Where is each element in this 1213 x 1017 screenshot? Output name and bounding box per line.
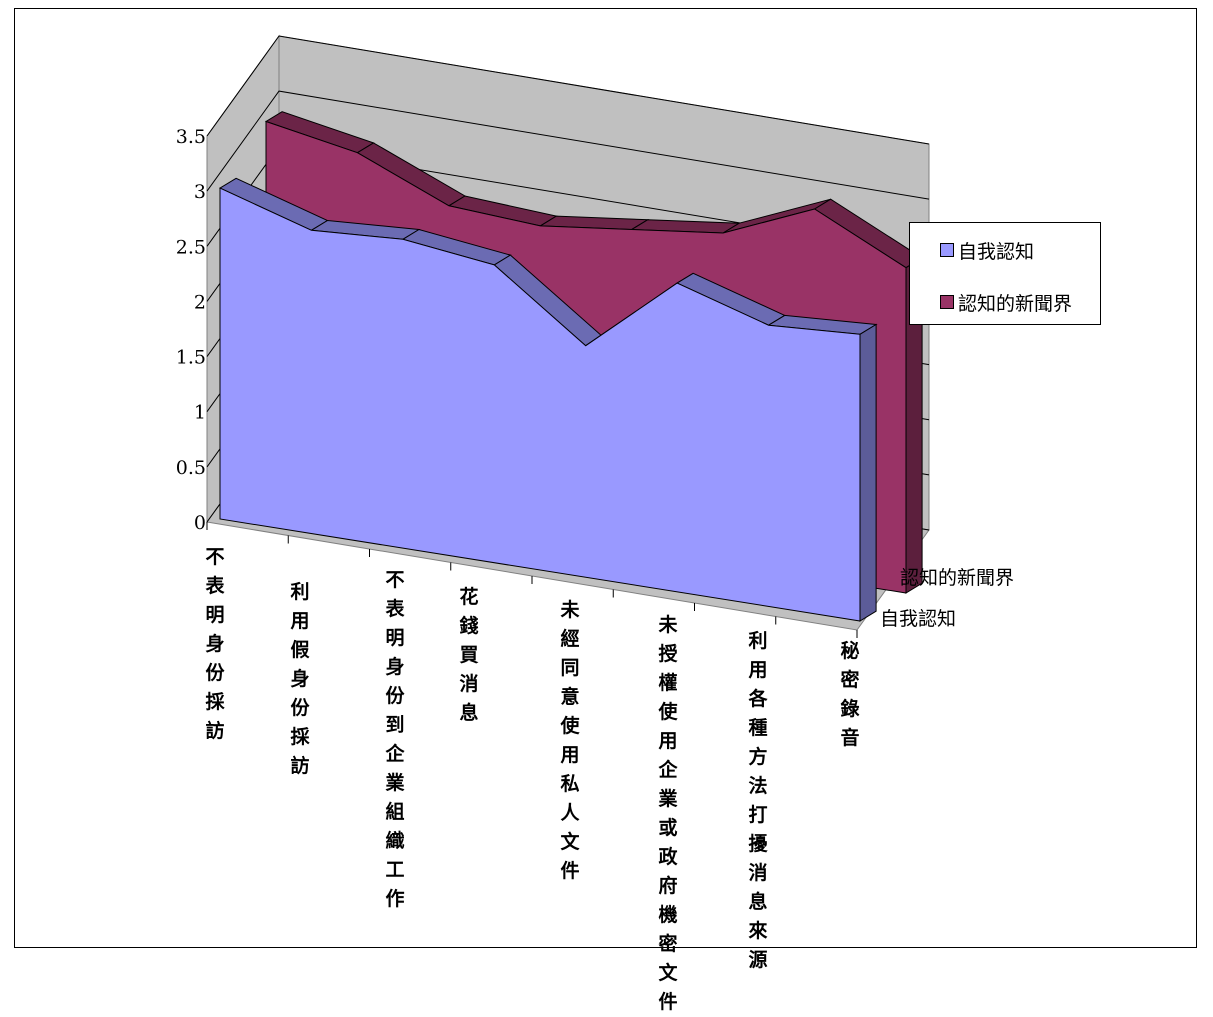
y-tick-label-5: 2.5	[176, 236, 206, 258]
x-tick-label-2: 不表明身份到企業組織工作	[385, 569, 405, 910]
self-area-face	[219, 187, 861, 622]
x-tick-label-3: 花錢買消息	[459, 586, 479, 724]
legend-label-self: 自我認知	[958, 240, 1035, 263]
x-tick-label-7: 秘密錄音	[840, 640, 860, 749]
y-tick-label-2: 1	[194, 402, 206, 424]
legend: 自我認知 認知的新聞界	[909, 222, 1101, 325]
area-chart-3d: 0 0.5 1 1.5 2 2.5 3 3.5	[176, 34, 930, 638]
y-tick-label-1: 0.5	[176, 457, 206, 479]
legend-item-self: 自我認知	[940, 237, 1034, 263]
x-tick-label-5: 未授權使用企業或政府機密文件	[658, 614, 678, 1013]
y-tick-label-3: 1.5	[176, 347, 206, 369]
legend-item-press: 認知的新聞界	[940, 289, 1072, 315]
gridline-7	[206, 35, 930, 145]
x-tick-label-4: 未經同意使用私人文件	[560, 599, 580, 882]
legend-swatch-press	[940, 295, 954, 309]
legend-label-press: 認知的新聞界	[958, 292, 1073, 315]
gridline-6	[206, 90, 930, 200]
y-tick-label-0: 0	[194, 512, 206, 534]
y-tick-label-4: 2	[194, 291, 206, 313]
self-end-cap	[859, 323, 877, 622]
depth-label-self: 自我認知	[880, 608, 957, 630]
x-tick-label-6: 利用各種方法打擾消息來源	[748, 630, 768, 971]
y-tick-label-6: 3	[194, 181, 206, 203]
legend-swatch-self	[940, 243, 954, 257]
depth-label-press: 認知的新聞界	[900, 567, 1015, 589]
x-tick-label-1: 利用假身份採訪	[290, 581, 310, 777]
x-tick-label-0: 不表明身份採訪	[205, 546, 225, 742]
y-tick-label-7: 3.5	[176, 126, 206, 148]
